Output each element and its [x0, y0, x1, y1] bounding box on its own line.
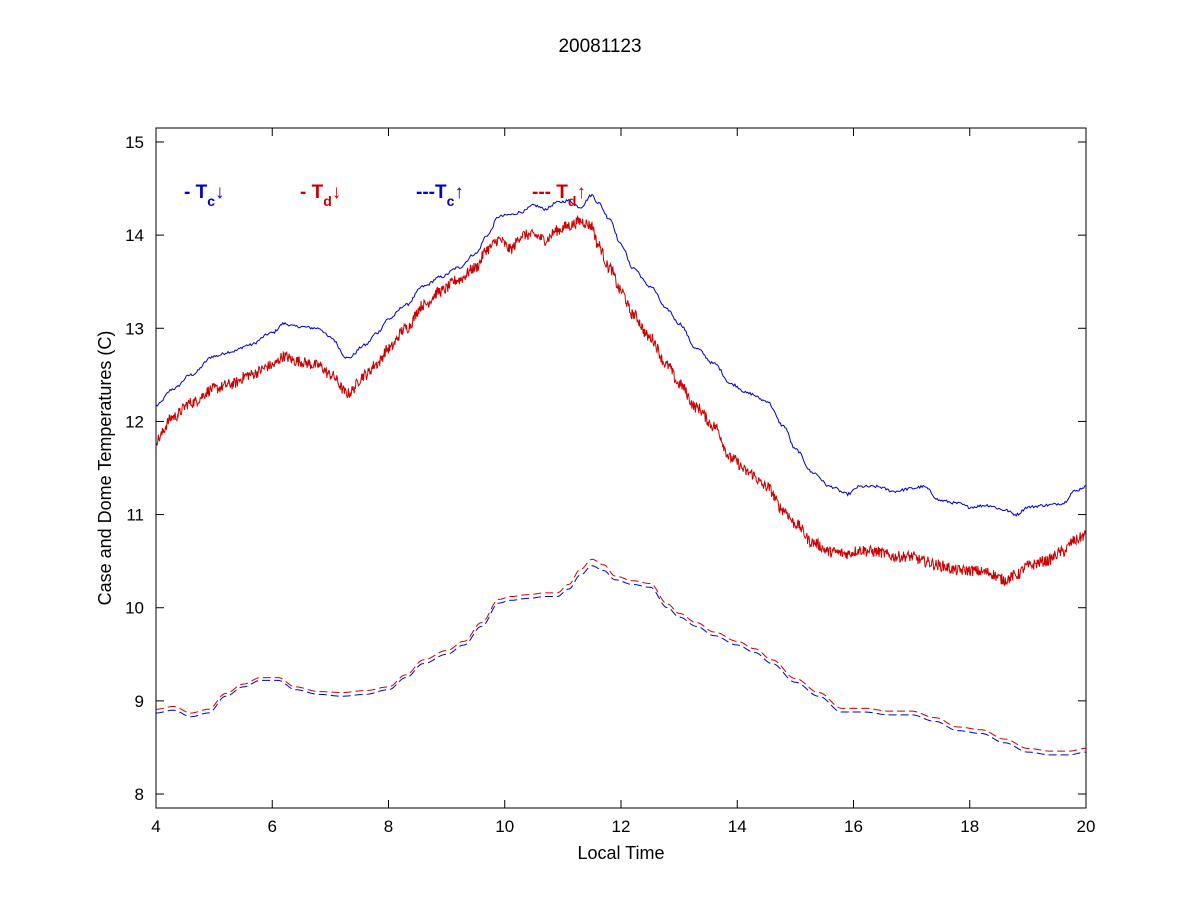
x-tick-label: 6	[268, 817, 277, 836]
legend-entry: ---Tc↑	[416, 182, 464, 209]
plot-frame	[155, 127, 1087, 809]
y-tick-label: 15	[125, 133, 144, 152]
series-line	[155, 565, 1087, 756]
legend-entry: - Tc↓	[184, 182, 225, 209]
series-line	[155, 193, 1087, 517]
y-axis-label: Case and Dome Temperatures (C)	[95, 331, 115, 606]
x-tick-label: 16	[844, 817, 863, 836]
x-tick-label: 4	[151, 817, 160, 836]
y-tick-label: 10	[125, 599, 144, 618]
plot-area	[156, 128, 1086, 808]
y-tick-label: 12	[125, 412, 144, 431]
x-tick-label: 14	[728, 817, 747, 836]
x-axis-label: Local Time	[577, 843, 664, 863]
axis-ticks-layer: 4 6 8 10 12 14 16 18 20 8 9 10 11 12 13 14 15	[125, 128, 1095, 836]
legend: - Tc↓ - Td↓ ---Tc↑ --- Td↑	[184, 182, 586, 209]
x-tick-label: 12	[612, 817, 631, 836]
series-line	[155, 214, 1087, 587]
legend-entry: --- Td↑	[532, 182, 586, 209]
y-tick-label: 14	[125, 226, 144, 245]
legend-entry: - Td↓	[300, 182, 341, 209]
x-tick-label: 10	[495, 817, 514, 836]
series-line	[155, 558, 1087, 752]
x-tick-label: 20	[1077, 817, 1096, 836]
series-lines-layer	[155, 193, 1087, 756]
x-tick-label: 18	[960, 817, 979, 836]
y-tick-label: 9	[135, 692, 144, 711]
y-tick-label: 8	[135, 785, 144, 804]
chart-title: 20081123	[558, 36, 641, 57]
y-tick-label: 11	[126, 506, 144, 525]
x-tick-label: 8	[384, 817, 393, 836]
y-tick-label: 13	[125, 319, 144, 338]
